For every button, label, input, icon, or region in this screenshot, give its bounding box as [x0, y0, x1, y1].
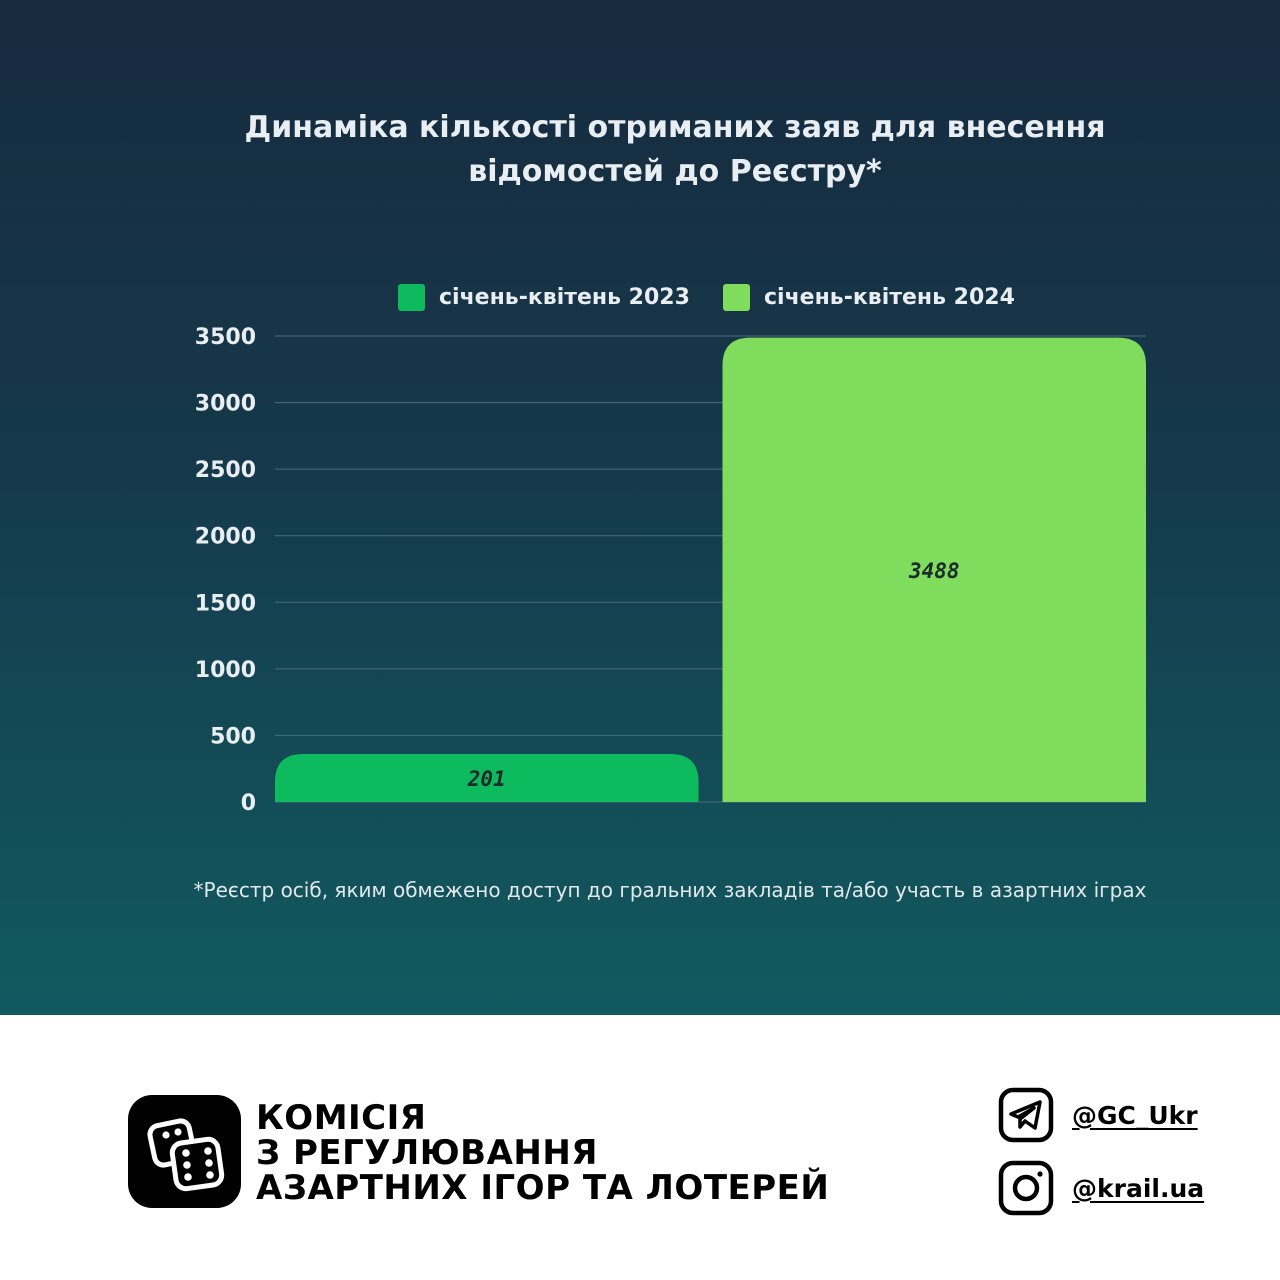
y-tick-label: 3000: [195, 392, 256, 417]
legend-item-2023: січень-квітень 2023: [398, 284, 690, 311]
telegram-icon: [998, 1087, 1054, 1143]
telegram-link[interactable]: @GC_Ukr: [998, 1087, 1198, 1143]
organization-name-line-3: АЗАРТНИХ ІГОР ТА ЛОТЕРЕЙ: [256, 1168, 830, 1208]
organization-name: КОМІСІЯ З РЕГУЛЮВАННЯ АЗАРТНИХ ІГОР ТА Л…: [256, 1101, 829, 1206]
footnote: *Реєстр осіб, яким обмежено доступ до гр…: [193, 878, 1147, 902]
chart-panel: Динаміка кількості отриманих заяв для вн…: [0, 0, 1280, 1015]
y-tick-label: 0: [241, 791, 256, 816]
organization-name-line-2: З РЕГУЛЮВАННЯ: [256, 1133, 598, 1173]
organization-name-line-1: КОМІСІЯ: [256, 1098, 427, 1138]
y-tick-label: 2500: [195, 458, 256, 483]
chart-title: Динаміка кількості отриманих заяв для вн…: [140, 106, 1210, 194]
instagram-link[interactable]: @krail.ua: [998, 1160, 1204, 1216]
instagram-handle[interactable]: @krail.ua: [1072, 1173, 1205, 1203]
legend-label-2023: січень-квітень 2023: [439, 285, 690, 310]
chart-legend: січень-квітень 2023 січень-квітень 2024: [0, 284, 1280, 318]
footer: КОМІСІЯ З РЕГУЛЮВАННЯ АЗАРТНИХ ІГОР ТА Л…: [0, 1015, 1280, 1280]
bar-chart: 0 500 1000 1500 2000 2500 3000 3500 201 3488: [195, 325, 1146, 816]
legend-swatch-2023: [398, 284, 425, 311]
logo: [128, 1095, 241, 1208]
bar-value-label: 3488: [908, 559, 960, 583]
y-tick-label: 3500: [195, 325, 256, 350]
legend-label-2024: січень-квітень 2024: [764, 285, 1015, 310]
bar-2024: [722, 337, 1146, 802]
y-tick-label: 2000: [195, 525, 256, 550]
y-tick-label: 1000: [195, 658, 256, 683]
telegram-handle[interactable]: @GC_Ukr: [1072, 1100, 1198, 1130]
instagram-icon: [998, 1160, 1054, 1216]
y-tick-label: 1500: [195, 591, 256, 616]
bar-value-label: 201: [467, 767, 506, 791]
y-tick-label: 500: [210, 724, 256, 749]
legend-item-2024: січень-квітень 2024: [723, 284, 1015, 311]
bar-2023: [275, 754, 699, 802]
legend-swatch-2024: [723, 284, 750, 311]
chart-title-line-1: Динаміка кількості отриманих заяв для вн…: [244, 110, 1106, 145]
dice-icon: [147, 1118, 225, 1192]
chart-title-line-2: відомостей до Реєстру*: [468, 154, 882, 189]
